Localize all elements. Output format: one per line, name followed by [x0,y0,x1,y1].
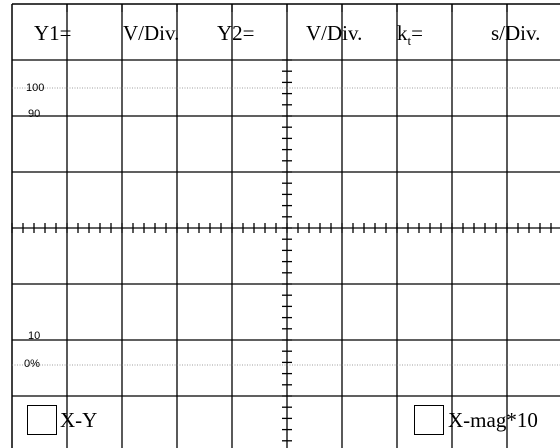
level-10-label: 10 [28,330,41,342]
y2-unit: V/Div. [306,21,363,45]
level-90-label: 90 [28,108,41,120]
y2-label: Y2= [217,21,255,45]
level-100-label: 100 [26,82,45,94]
kt-label: kt= [397,20,423,54]
x-mag-checkbox[interactable] [414,405,444,435]
y1-label: Y1= [34,21,72,45]
x-mag-checkbox-label: X-mag*10 [448,408,538,432]
xy-checkbox[interactable] [27,405,57,435]
y1-unit: V/Div. [123,21,180,45]
xy-checkbox-label: X-Y [60,408,98,432]
kt-label-k: k [397,21,408,45]
level-0-percent-label: 0% [24,358,40,370]
kt-label-subscript: t [407,33,412,49]
kt-unit: s/Div. [491,21,541,45]
kt-label-equals: = [411,21,423,45]
